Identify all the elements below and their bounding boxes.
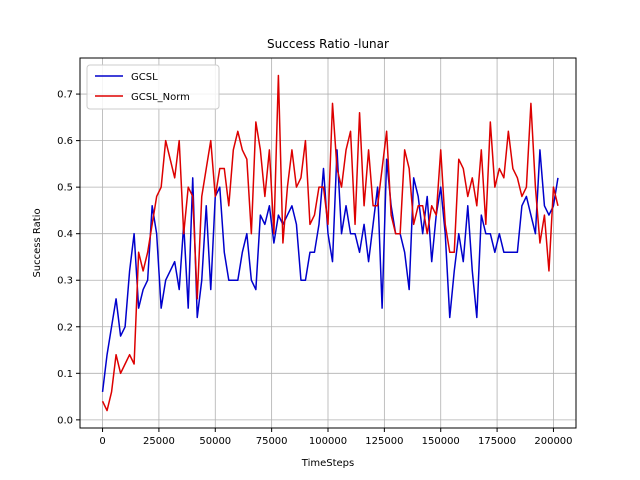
legend-label: GCSL_Norm <box>131 92 190 103</box>
y-tick-label: 0.0 <box>57 415 73 426</box>
x-tick-label: 150000 <box>422 436 460 447</box>
x-tick-label: 25000 <box>143 436 175 447</box>
x-axis-title: TimeSteps <box>301 458 354 469</box>
series-layer <box>101 74 559 412</box>
series-line-gcsl-norm <box>101 74 559 412</box>
legend-label: GCSL <box>131 72 158 83</box>
x-tick-label: 200000 <box>534 436 572 447</box>
x-tick-label: 125000 <box>365 436 403 447</box>
y-tick-label: 0.5 <box>57 183 73 194</box>
chart-title: Success Ratio -lunar <box>267 37 389 51</box>
y-axis: 0.0 0.1 0.2 0.3 0.4 0.5 0.6 0.7 <box>57 90 80 426</box>
x-tick-label: 50000 <box>199 436 231 447</box>
x-tick-label: 100000 <box>309 436 347 447</box>
y-tick-label: 0.4 <box>57 229 73 240</box>
x-axis: 0 25000 50000 75000 100000 125000 150000 175000… <box>99 428 573 447</box>
x-tick-label: 175000 <box>478 436 516 447</box>
y-axis-title: Success Ratio <box>32 208 43 277</box>
y-tick-label: 0.7 <box>57 90 73 101</box>
x-tick-label: 0 <box>99 436 105 447</box>
series-line-gcsl <box>101 149 559 393</box>
y-tick-label: 0.2 <box>57 322 73 333</box>
y-tick-label: 0.1 <box>57 369 73 380</box>
x-tick-label: 75000 <box>256 436 288 447</box>
y-tick-label: 0.6 <box>57 136 73 147</box>
y-tick-label: 0.3 <box>57 276 73 287</box>
legend: GCSL GCSL_Norm <box>86 64 220 110</box>
